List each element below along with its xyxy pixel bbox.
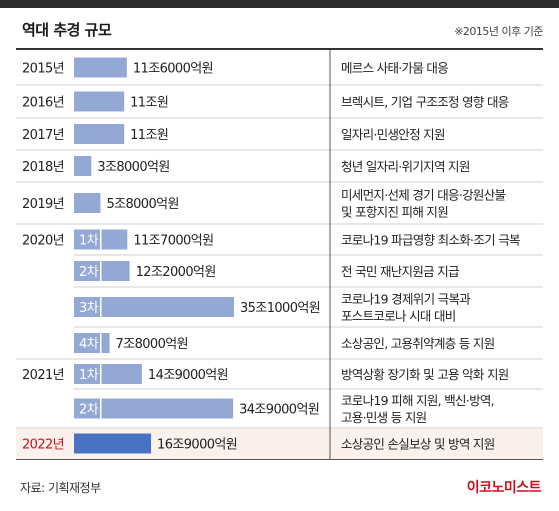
tag-separator xyxy=(100,333,102,353)
tag-separator xyxy=(100,364,102,384)
tag-separator xyxy=(100,297,102,317)
value-label: 5조8000억원 xyxy=(106,197,178,212)
tag-separator xyxy=(100,261,102,281)
purpose-text: 코로나19 경제위기 극복과 xyxy=(341,292,471,307)
value-label: 7조8000억원 xyxy=(116,337,188,352)
round-tag: 1차 xyxy=(79,234,99,249)
tag-separator xyxy=(100,229,102,250)
value-label: 11조6000억원 xyxy=(133,62,213,77)
value-label: 14조9000억원 xyxy=(148,368,228,383)
purpose-text: 브렉시트, 기업 구조조정 영향 대응 xyxy=(341,95,509,110)
top-accent-bar xyxy=(0,0,559,8)
bar-2 xyxy=(74,124,125,144)
year-label: 2018년 xyxy=(22,160,64,175)
tag-separator xyxy=(100,398,102,419)
purpose-text: 미세먼지·선제 경기 대응·강원산불 xyxy=(341,188,505,203)
year-label: 2020년 xyxy=(22,234,64,249)
bar-7 xyxy=(74,297,234,317)
purpose-text: 청년 일자리·위기지역 지원 xyxy=(341,159,470,174)
value-label: 11조7000억원 xyxy=(133,234,213,249)
value-label: 35조1000억원 xyxy=(240,301,320,316)
bar-11 xyxy=(74,433,152,454)
bar-3 xyxy=(74,156,92,176)
year-label: 2015년 xyxy=(22,62,64,77)
year-label: 2017년 xyxy=(22,128,64,143)
value-label: 11조원 xyxy=(130,128,168,143)
bar-9 xyxy=(74,364,142,384)
purpose-text: 전 국민 재난지원금 지급 xyxy=(341,264,459,279)
purpose-text: 메르스 사태·가뭄 대응 xyxy=(341,61,448,76)
purpose-text: 코로나19 피해 지원, 백신·방역, xyxy=(341,393,494,408)
year-label: 2019년 xyxy=(22,197,64,212)
value-label: 11조원 xyxy=(130,96,168,111)
purpose-text: 포스트코로나 시대 대비 xyxy=(341,309,456,324)
round-tag: 4차 xyxy=(79,337,99,352)
round-tag: 2차 xyxy=(79,265,99,280)
bar-6 xyxy=(74,261,130,281)
purpose-text: 소상공인 손실보상 및 방역 지원 xyxy=(341,437,495,452)
round-tag: 2차 xyxy=(79,403,99,418)
value-label: 3조8000억원 xyxy=(97,160,169,175)
year-label: 2016년 xyxy=(22,96,64,111)
bar-1 xyxy=(74,91,125,112)
bar-0 xyxy=(74,57,127,78)
value-label: 12조2000억원 xyxy=(136,265,216,280)
bar-4 xyxy=(74,193,101,213)
year-label: 2021년 xyxy=(22,368,64,383)
bar-10 xyxy=(74,398,234,419)
purpose-text: 코로나19 파급영향 최소화·조기 극복 xyxy=(341,233,520,248)
year-label: 2022년 xyxy=(22,438,64,453)
purpose-text: 고용·민생 등 지원 xyxy=(341,410,427,425)
bottom-rule xyxy=(16,459,543,460)
purpose-text: 소상공인, 고용취약계층 등 지원 xyxy=(341,336,495,351)
chart-note: ※2015년 이후 기준 xyxy=(454,25,543,38)
chart-title: 역대 추경 규모 xyxy=(22,21,112,39)
top-rule xyxy=(16,48,543,50)
purpose-text: 방역상황 장기화 및 고용 악화 지원 xyxy=(341,367,509,382)
source-note: 자료: 기획재정부 xyxy=(20,481,101,495)
purpose-text: 일자리·민생안정 지원 xyxy=(341,127,445,142)
round-tag: 1차 xyxy=(79,368,99,383)
purpose-text: 및 포항지진 피해 지원 xyxy=(341,205,448,220)
round-tag: 3차 xyxy=(79,301,99,316)
value-label: 16조9000억원 xyxy=(157,438,237,453)
value-label: 34조9000억원 xyxy=(239,403,319,418)
publisher-logo: 이코노미스트 xyxy=(466,480,542,496)
